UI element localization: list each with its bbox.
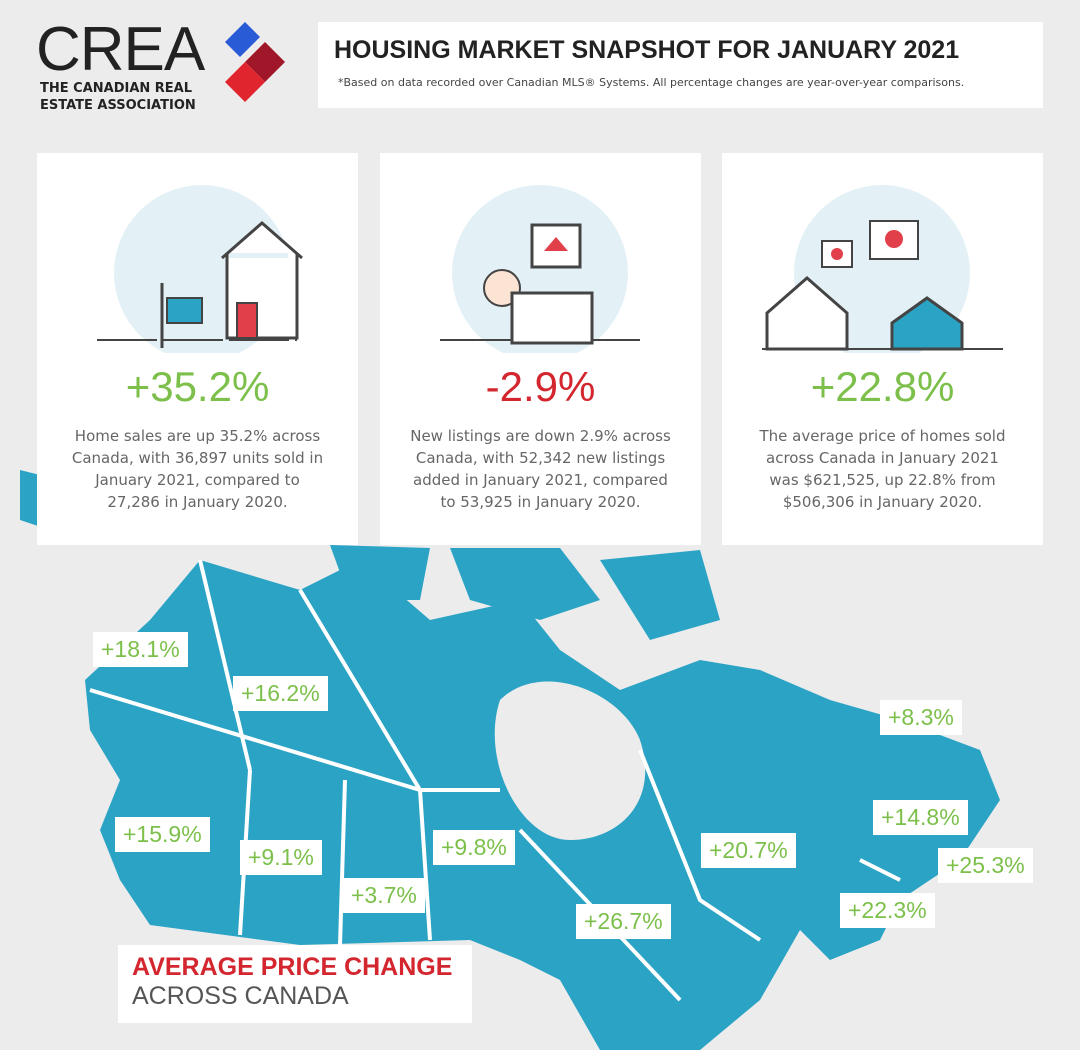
logo-diamond [225,62,265,102]
note: *Based on data recorded over Canadian ML… [338,76,965,89]
region-label: +26.7% [576,904,671,939]
heart [885,230,903,248]
description: New listings are down 2.9% across Canada… [410,427,671,511]
region-label: +8.3% [880,700,962,735]
title: HOUSING MARKET SNAPSHOT FOR JANUARY 2021 [334,36,960,64]
house [890,296,964,351]
region-label: +14.8% [873,800,968,835]
region-label: +22.3% [840,893,935,928]
stat: -2.9% [485,363,596,410]
description: Home sales are up 35.2% across Canada, w… [71,427,324,511]
map-subtitle: ACROSS CANADA [132,982,349,1010]
bubble [869,220,919,260]
house [765,276,849,351]
region-label: +9.8% [433,830,515,865]
description: The average price of homes sold across C… [759,427,1006,511]
map-legend: AVERAGE PRICE CHANGE ACROSS CANADA [118,945,472,1023]
logo: CREA [36,15,205,84]
door [236,302,258,339]
logo-diamond [225,22,260,57]
region-label: +15.9% [115,817,210,852]
stat-card: +22.8% The average price of homes sold a… [722,153,1043,545]
sign [166,297,203,324]
stat: +22.8% [810,363,955,410]
stat: +35.2% [125,363,270,410]
region-label: +18.1% [93,632,188,667]
listing-illustration [440,185,640,353]
icon [544,237,568,251]
region-label: +20.7% [701,833,796,868]
map-title: AVERAGE PRICE CHANGE [132,953,453,981]
logo-mark [225,22,285,102]
monitor [510,291,594,345]
stat-card: +35.2% Home sales are up 35.2% across Ca… [37,153,358,545]
title-box: HOUSING MARKET SNAPSHOT FOR JANUARY 2021… [318,22,1043,108]
border [198,559,422,792]
org-name: THE CANADIAN REAL ESTATE ASSOCIATION [40,81,196,113]
region-label: +25.3% [938,848,1033,883]
heart [831,248,843,260]
stat-card: -2.9% New listings are down 2.9% across … [380,153,701,545]
borders [89,559,901,1002]
hudson-bay [494,681,646,840]
homes-illustration [762,185,1003,353]
region-label: +3.7% [343,878,425,913]
house-illustration [97,185,303,353]
region-label: +9.1% [240,840,322,875]
region-label: +16.2% [233,676,328,711]
